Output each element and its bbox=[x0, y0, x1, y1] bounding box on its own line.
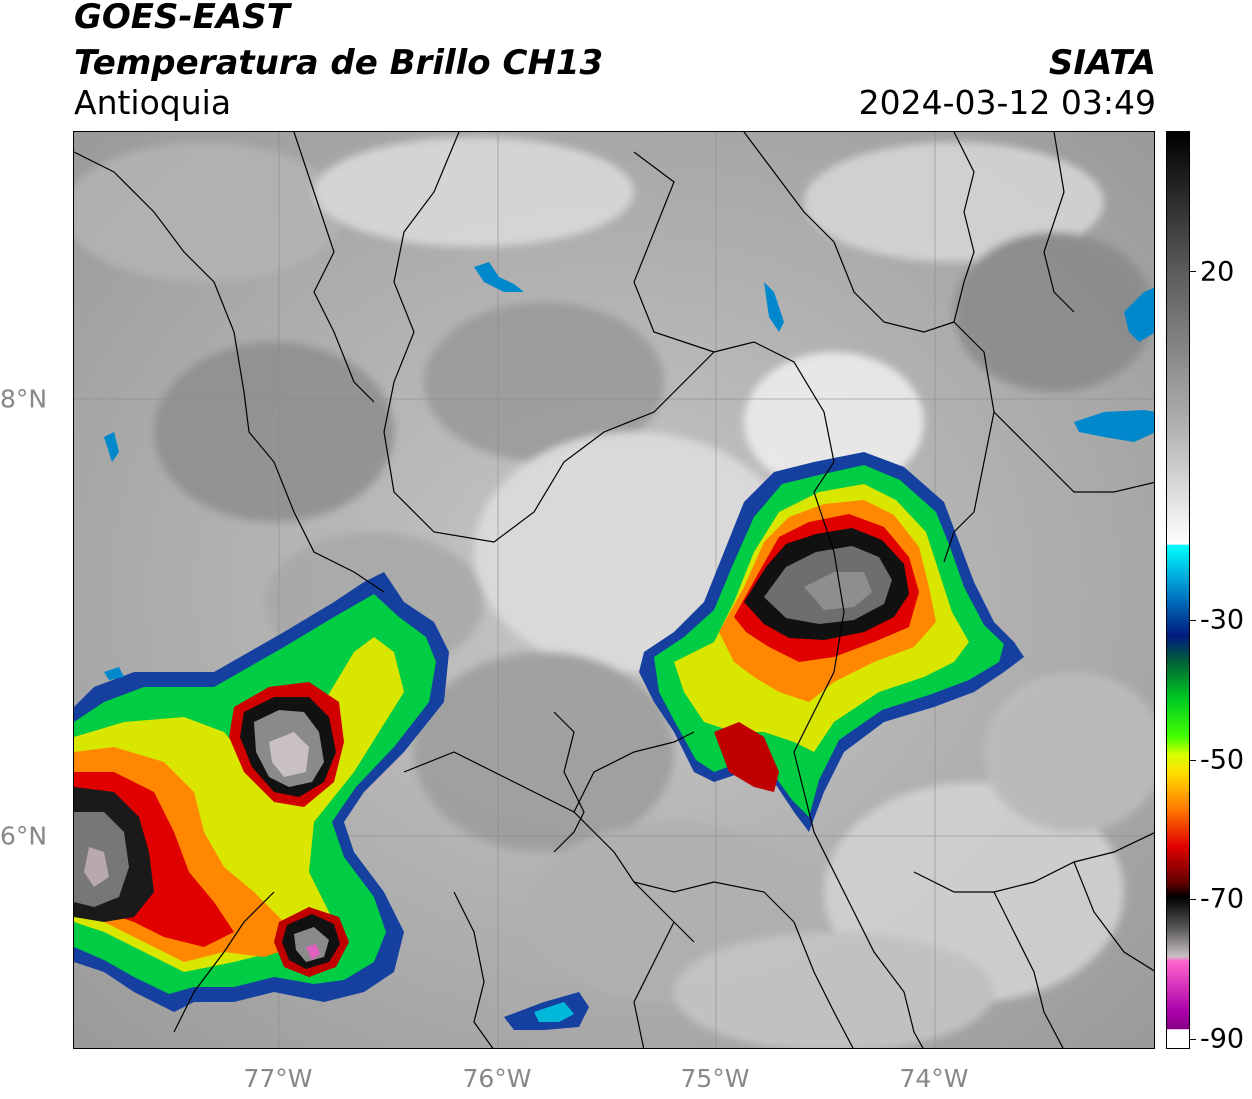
colorbar-tick bbox=[1190, 1039, 1196, 1040]
product-title: Temperatura de Brillo CH13 bbox=[74, 43, 604, 83]
colorbar bbox=[1166, 131, 1190, 1049]
lon-label-77w: 77°W bbox=[243, 1064, 313, 1093]
colorbar-tick bbox=[1190, 760, 1196, 761]
colorbar-tick bbox=[1190, 899, 1196, 900]
colorbar-label-minus30: -30 bbox=[1200, 604, 1245, 636]
colorbar-label-minus50: -50 bbox=[1200, 744, 1245, 776]
lon-label-76w: 76°W bbox=[462, 1064, 532, 1093]
satellite-title: GOES-EAST bbox=[74, 0, 290, 37]
colorbar-label-minus70: -70 bbox=[1200, 883, 1245, 915]
boundaries bbox=[74, 132, 1154, 1048]
lon-label-74w: 74°W bbox=[899, 1064, 969, 1093]
colorbar-tick bbox=[1190, 271, 1196, 272]
storm-cell-west bbox=[74, 572, 589, 1030]
lat-label-6n: 6°N bbox=[0, 821, 48, 851]
colorbar-label-minus90: -90 bbox=[1200, 1023, 1245, 1055]
lon-label-75w: 75°W bbox=[680, 1064, 750, 1093]
colorbar-tick bbox=[1190, 620, 1196, 621]
region-label: Antioquia bbox=[74, 83, 232, 122]
colorbar-label-20: 20 bbox=[1200, 256, 1235, 288]
satellite-map[interactable] bbox=[73, 131, 1155, 1049]
lat-label-8n: 8°N bbox=[0, 384, 48, 414]
cold-patches bbox=[104, 262, 1154, 680]
datetime-label: 2024-03-12 03:49 bbox=[858, 83, 1156, 122]
institution-label: SIATA bbox=[1048, 43, 1156, 83]
storm-cell-east bbox=[639, 452, 1024, 832]
